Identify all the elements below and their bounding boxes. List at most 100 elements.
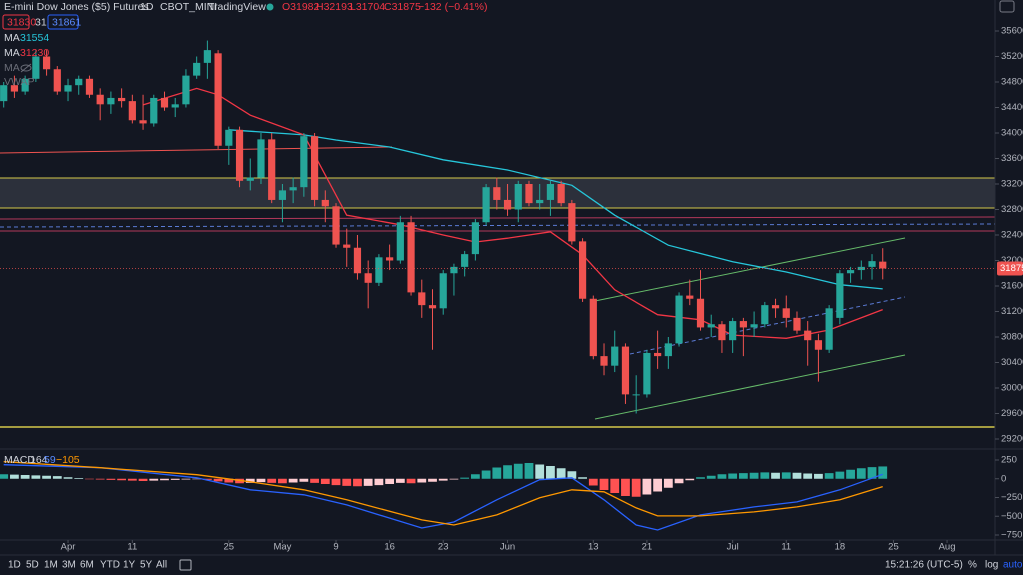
- ma-label[interactable]: MA: [4, 47, 20, 59]
- histogram-bar: [760, 472, 770, 479]
- x-tick-label: 9: [333, 542, 338, 553]
- candle-body: [493, 187, 501, 200]
- macd-legend: MACD 164 59 −105: [4, 454, 80, 466]
- histogram-bar: [395, 478, 405, 483]
- range-button[interactable]: 5D: [26, 560, 39, 571]
- range-button[interactable]: 3M: [62, 560, 76, 571]
- range-button[interactable]: All: [156, 560, 167, 571]
- candle-body: [42, 56, 51, 70]
- x-tick-label: Aug: [939, 542, 956, 553]
- candle-body: [536, 199, 544, 204]
- candle-body: [214, 53, 222, 146]
- interval: 1D: [140, 1, 154, 13]
- histogram-bar: [535, 464, 545, 479]
- histogram-bar: [20, 475, 30, 479]
- histogram-bar: [513, 463, 523, 479]
- candle-body: [182, 75, 190, 105]
- range-button[interactable]: 1M: [44, 560, 58, 571]
- histogram-bar: [181, 478, 191, 480]
- scale-option[interactable]: auto: [1003, 560, 1023, 571]
- range-button[interactable]: 1D: [8, 560, 21, 571]
- candle-body: [53, 69, 61, 92]
- candle-body: [150, 97, 158, 124]
- range-button[interactable]: 5Y: [140, 560, 153, 571]
- hidden-indicator[interactable]: MA: [4, 62, 20, 74]
- histogram-bar: [717, 474, 727, 479]
- candle-body: [461, 254, 469, 267]
- candle-body: [85, 78, 94, 95]
- range-button[interactable]: 1Y: [123, 560, 136, 571]
- close-value: C31875: [384, 1, 421, 13]
- histogram-bar: [438, 478, 448, 481]
- ma-label[interactable]: MA: [4, 32, 20, 44]
- bid[interactable]: 31830: [7, 16, 36, 28]
- histogram-bar: [824, 473, 834, 479]
- settings-icon[interactable]: [999, 0, 1015, 13]
- scale-option[interactable]: %: [968, 560, 977, 571]
- candle-body: [600, 356, 608, 366]
- histogram-bar: [417, 478, 427, 483]
- x-tick-label: 16: [384, 542, 395, 553]
- histogram-bar: [631, 478, 641, 497]
- candle-body: [0, 85, 8, 102]
- y-tick-label: 31600: [1001, 281, 1023, 292]
- date-range-icon[interactable]: [179, 559, 192, 571]
- ma-value: 31230: [20, 47, 49, 59]
- candle-body: [846, 270, 855, 274]
- exchange: CBOT_MINI: [160, 1, 217, 13]
- candle-body: [171, 104, 179, 108]
- histogram-bar: [621, 478, 630, 496]
- candle-body: [75, 78, 83, 86]
- range-button[interactable]: YTD: [100, 560, 120, 571]
- candle-body: [793, 317, 801, 331]
- candle-body: [268, 139, 276, 200]
- histogram-bar: [642, 478, 652, 495]
- candle-body: [814, 340, 823, 350]
- candle-body: [139, 120, 147, 124]
- candle-body: [418, 292, 426, 306]
- candle-body: [289, 187, 297, 191]
- histogram-bar: [406, 478, 416, 484]
- histogram-bar: [31, 475, 41, 479]
- candle-body: [503, 199, 512, 210]
- ask-box[interactable]: [47, 14, 79, 30]
- candle-body: [428, 305, 437, 309]
- y-tick-label: −500: [1001, 511, 1022, 522]
- histogram-bar: [106, 478, 116, 480]
- x-tick-label: Jul: [727, 542, 739, 553]
- macd-title[interactable]: MACD: [4, 454, 35, 466]
- histogram-bar: [224, 478, 234, 483]
- scale-option[interactable]: log: [985, 560, 998, 571]
- hidden-indicator[interactable]: VWAP: [4, 76, 35, 88]
- channel-top: [594, 237, 906, 302]
- header-legend: E-mini Dow Jones ($5) Futures 1D CBOT_MI…: [2, 1, 487, 30]
- histogram-bar: [299, 478, 309, 482]
- candle-body: [300, 136, 308, 188]
- y-tick-label: 35200: [1001, 51, 1023, 62]
- candle-body: [332, 206, 340, 245]
- histogram-bar: [867, 467, 877, 479]
- histogram-bar: [567, 471, 577, 479]
- candle-body: [868, 261, 876, 267]
- candle-body: [396, 222, 404, 261]
- histogram-bar: [738, 473, 748, 479]
- candle-body: [407, 222, 415, 293]
- candle-body: [32, 56, 40, 79]
- histogram-bar: [138, 478, 148, 481]
- histogram-bar: [85, 478, 94, 480]
- candle-body: [589, 298, 597, 357]
- range-button[interactable]: 6M: [80, 560, 94, 571]
- candle-body: [546, 184, 555, 200]
- high-value: H32193: [316, 1, 353, 13]
- histogram-bar: [481, 470, 491, 479]
- histogram-bar: [245, 478, 255, 483]
- hidden-icon[interactable]: [20, 64, 32, 72]
- candle-body: [321, 199, 329, 207]
- bid-box[interactable]: [2, 14, 30, 30]
- histogram-bar: [814, 473, 823, 479]
- ask[interactable]: 31861: [52, 16, 81, 28]
- candle-body: [643, 352, 651, 395]
- histogram-bar: [706, 475, 716, 479]
